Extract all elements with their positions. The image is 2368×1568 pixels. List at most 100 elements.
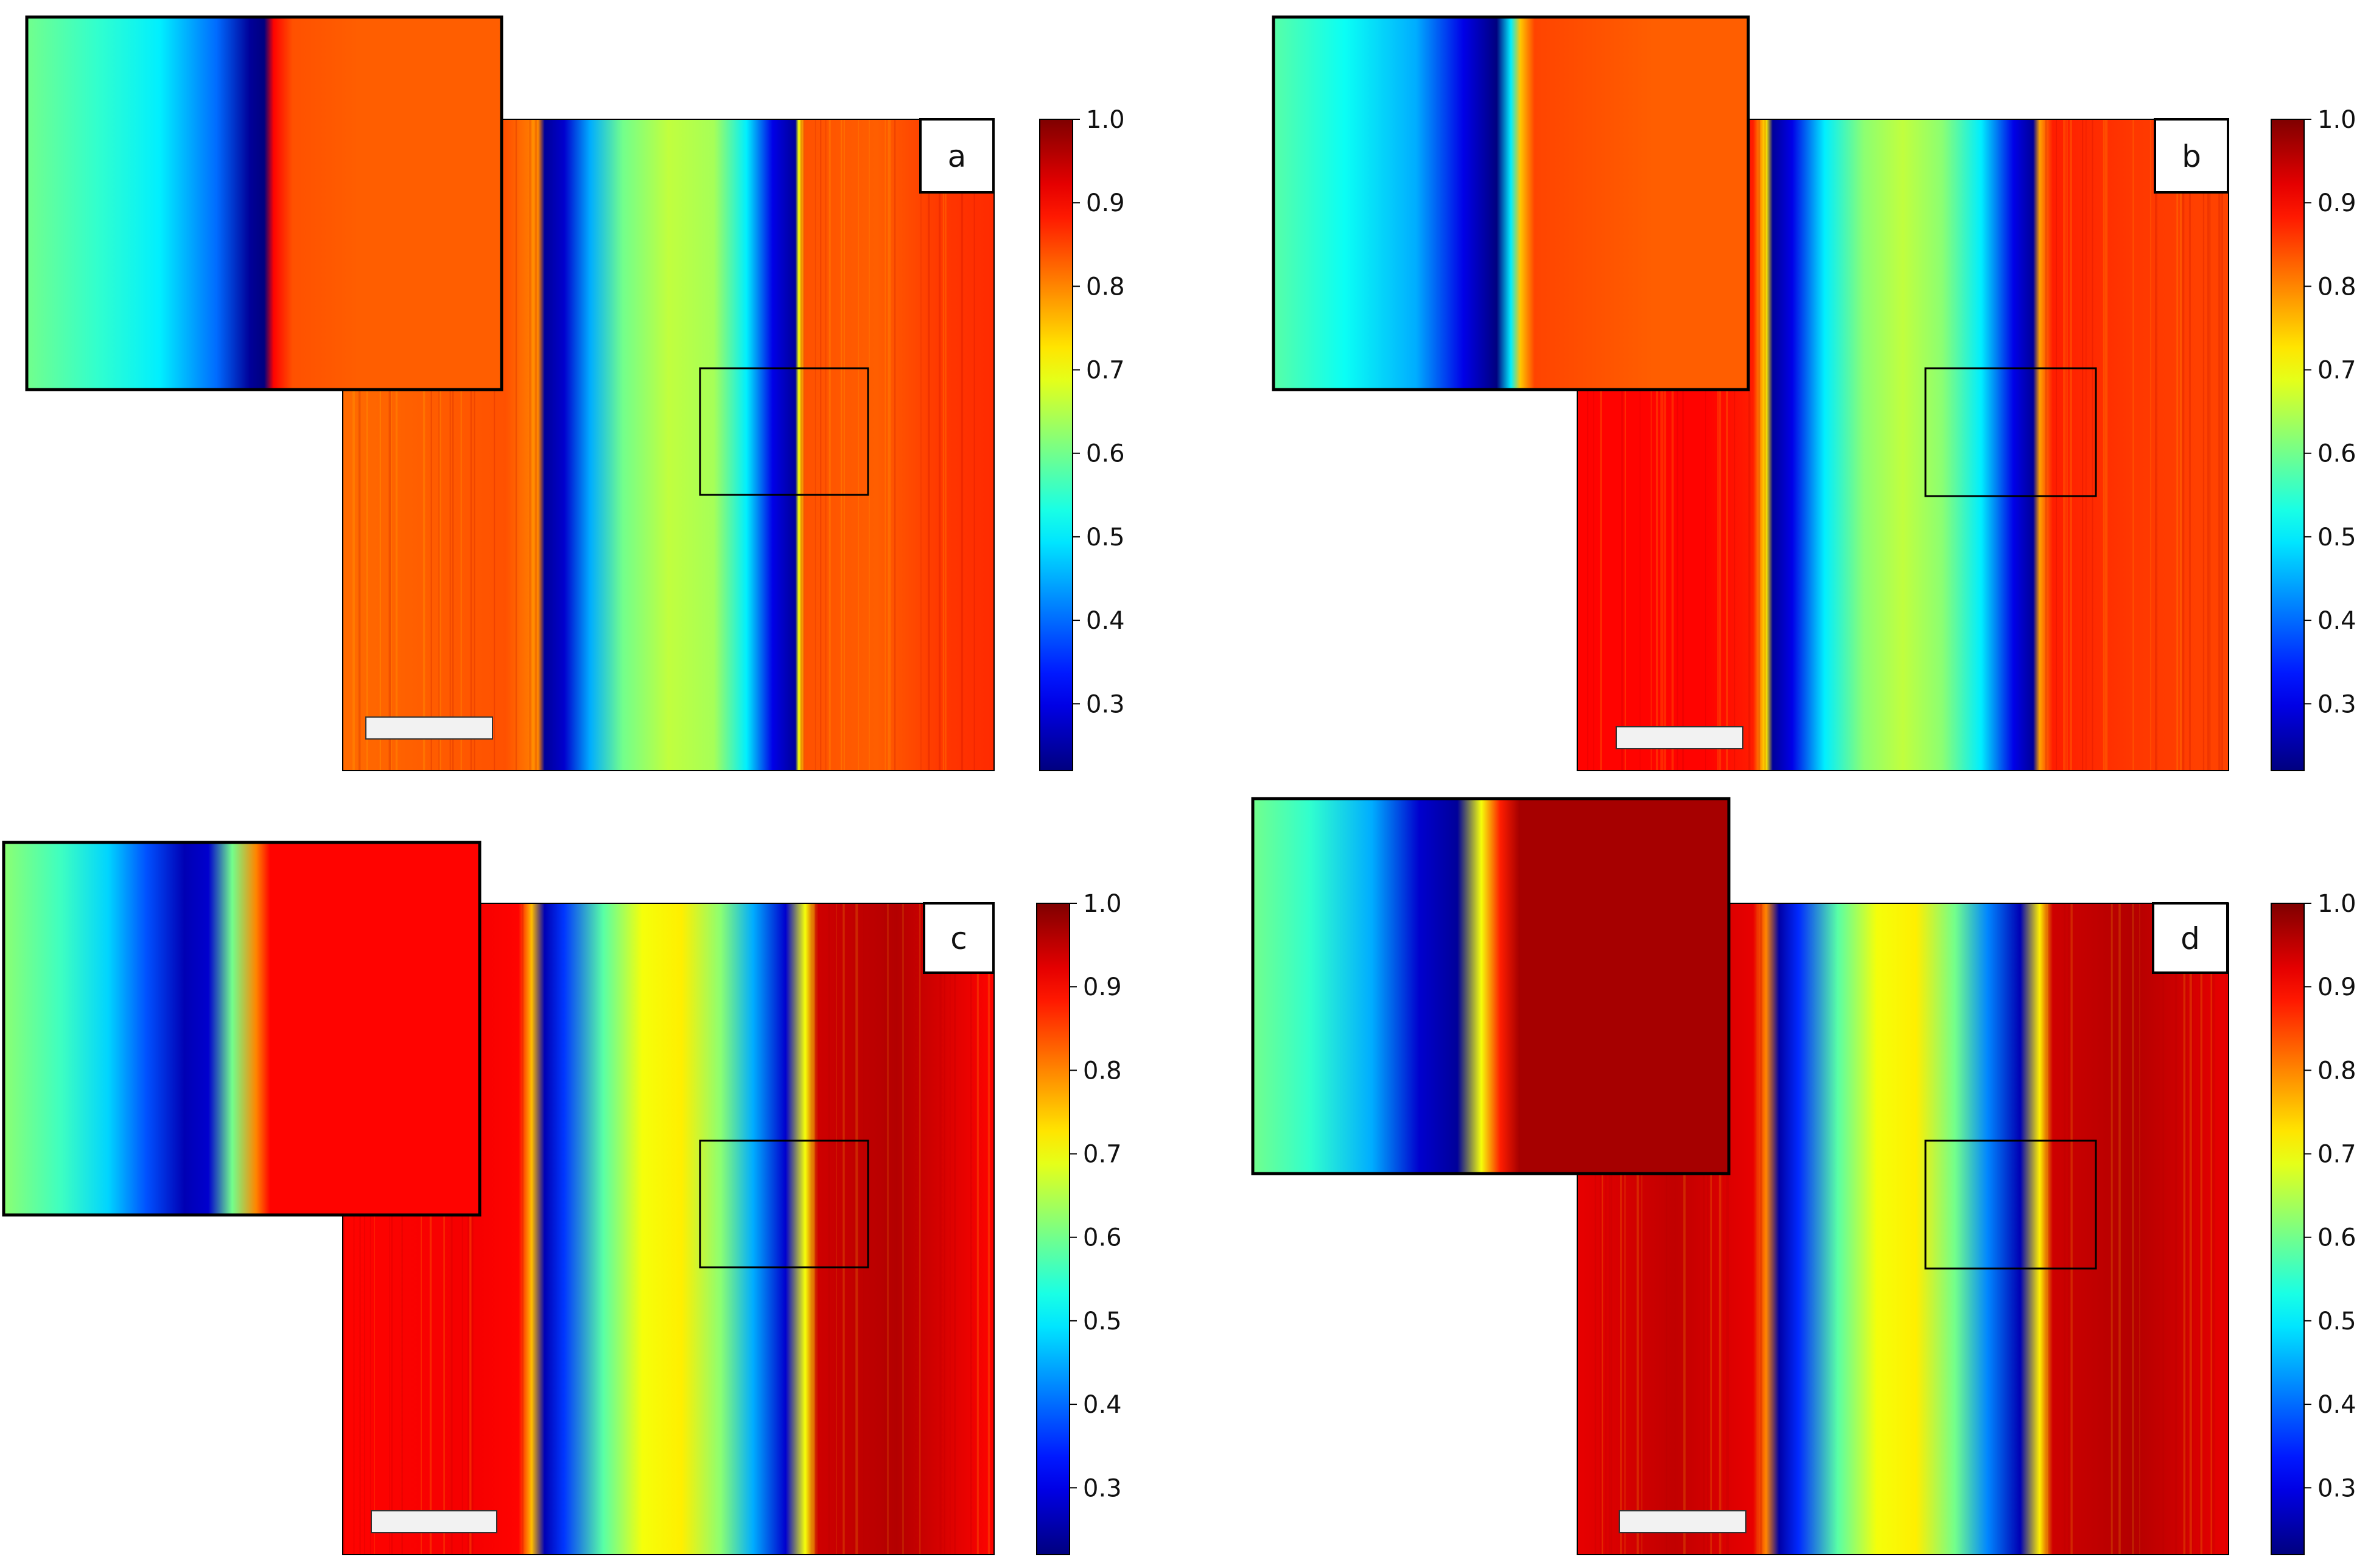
striation-line	[843, 120, 845, 770]
striation-line	[430, 120, 432, 770]
striation-line	[2183, 904, 2186, 1554]
striation-line	[814, 120, 816, 770]
striation-line	[2064, 904, 2066, 1554]
striation-line	[961, 120, 962, 770]
striation-line	[1682, 120, 1684, 770]
striation-line	[884, 904, 886, 1554]
striation-line	[474, 120, 475, 770]
striation-line	[828, 904, 830, 1554]
panel-a-scale-bar	[365, 716, 493, 740]
striation-line	[391, 904, 393, 1554]
striation-line	[471, 904, 474, 1554]
striation-line	[1683, 904, 1685, 1554]
striation-line	[1764, 120, 1767, 770]
striation-line	[2068, 904, 2070, 1554]
striation-line	[1587, 120, 1589, 770]
striation-line	[1600, 120, 1602, 770]
striation-line	[2207, 120, 2210, 770]
striation-line	[1683, 904, 1686, 1554]
striation-line	[1666, 904, 1667, 1554]
striation-line	[836, 904, 837, 1554]
striation-line	[1720, 904, 1723, 1554]
striation-line	[825, 120, 827, 770]
striation-line	[2189, 904, 2191, 1554]
striation-line	[1718, 904, 1722, 1554]
striation-line	[1600, 904, 1601, 1554]
panel-b-label: b	[2182, 139, 2201, 174]
striation-line	[1605, 904, 1607, 1554]
striation-line	[928, 120, 930, 770]
striation-line	[1602, 904, 1603, 1554]
striation-line	[460, 120, 462, 770]
striation-line	[359, 904, 361, 1554]
striation-line	[800, 120, 802, 770]
panel-c-zoom-region	[699, 1139, 869, 1269]
striation-line	[895, 120, 896, 770]
striation-line	[2188, 120, 2191, 770]
striation-line	[800, 120, 802, 770]
striation-line	[471, 120, 472, 770]
striation-line	[531, 120, 534, 770]
panel-a-heatmap-frame	[342, 119, 995, 771]
colorbar-tick-label: 1.0	[2317, 106, 2356, 134]
striation-line	[2202, 120, 2205, 770]
colorbar-tick-label: 0.5	[1083, 1307, 1122, 1335]
striation-line	[2137, 904, 2140, 1554]
striation-line	[429, 904, 432, 1554]
striation-line	[863, 904, 864, 1554]
striation-line	[920, 120, 922, 770]
striation-line	[2190, 904, 2192, 1554]
striation-line	[2176, 120, 2179, 770]
striation-line	[469, 904, 471, 1554]
striation-line	[395, 120, 398, 770]
striation-line	[1718, 120, 1722, 770]
colorbar-tick-label: 1.0	[2317, 890, 2356, 918]
striation-line	[461, 904, 463, 1554]
panel-b-colorbar	[2271, 119, 2305, 771]
striation-line	[529, 120, 531, 770]
panel-c: c 0.3 0.4 0.5 0.6 0.7 0.8 0.9 1.0	[2, 841, 1122, 1555]
striation-line	[2212, 904, 2214, 1554]
striation-line	[443, 904, 445, 1554]
striation-line	[2156, 120, 2157, 770]
striation-line	[2092, 120, 2093, 770]
colorbar-tick-label: 0.8	[2317, 273, 2356, 301]
striation-line	[1705, 120, 1706, 770]
panel-b-inset	[1273, 17, 1748, 390]
striation-line	[422, 120, 424, 770]
striation-line	[2066, 120, 2068, 770]
striation-line	[1734, 120, 1736, 770]
panel-c-heatmap-frame	[342, 903, 995, 1555]
striation-line	[973, 120, 975, 770]
striation-line	[2068, 904, 2070, 1554]
striation-line	[853, 904, 855, 1554]
striation-line	[1639, 120, 1641, 770]
colorbar-tick-label: 0.7	[1086, 357, 1125, 385]
striation-line	[2104, 120, 2106, 770]
panel-a-zoom-region	[699, 367, 869, 496]
striation-line	[943, 120, 945, 770]
striation-line	[374, 904, 375, 1554]
panel-c-colorbar	[1036, 903, 1070, 1555]
colorbar-tick-label: 0.3	[2317, 690, 2356, 718]
panel-b-colorbar-ticks: 0.3 0.4 0.5 0.6 0.7 0.8 0.9 1.0	[2304, 106, 2356, 718]
colorbar-tick-label: 0.9	[2317, 189, 2356, 217]
striation-line	[522, 904, 524, 1554]
striation-line	[2064, 120, 2066, 770]
striation-line	[449, 120, 451, 770]
panel-d: d 0.3 0.4 0.5 0.6 0.7 0.8 0.9 1.0	[1251, 797, 2356, 1555]
striation-line	[423, 120, 426, 770]
striation-line	[1593, 120, 1594, 770]
striation-line	[352, 120, 355, 770]
striation-line	[828, 120, 831, 770]
striation-line	[2226, 904, 2227, 1554]
panel-c-inset-frame	[2, 841, 482, 1217]
striation-line	[1610, 904, 1613, 1554]
striation-line	[1758, 120, 1760, 770]
panel-a-inset	[27, 17, 502, 390]
striation-line	[401, 904, 402, 1554]
colorbar-tick-label: 0.5	[2317, 523, 2356, 551]
striation-line	[841, 120, 842, 770]
striation-line	[2070, 904, 2073, 1554]
